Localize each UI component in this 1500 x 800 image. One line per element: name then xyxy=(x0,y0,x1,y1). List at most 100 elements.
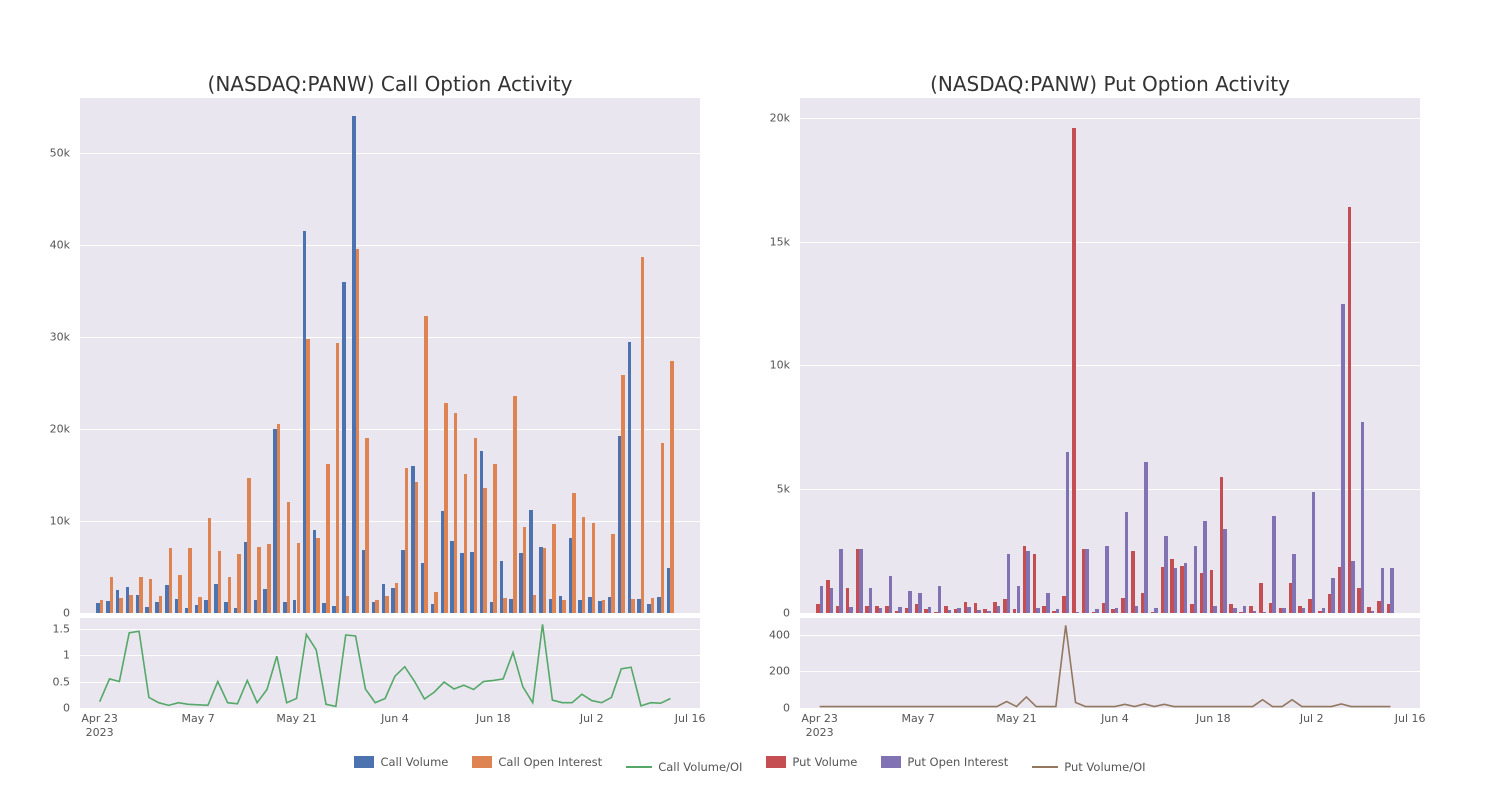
bar-series2 xyxy=(356,249,360,613)
y-tick-label: 1 xyxy=(63,649,70,662)
bar-series2 xyxy=(503,598,507,613)
grid-line xyxy=(800,365,1420,366)
legend: Call VolumeCall Open InterestCall Volume… xyxy=(0,755,1500,774)
bar-series2 xyxy=(1223,529,1227,613)
bar-series2 xyxy=(346,596,350,613)
bar-series2 xyxy=(424,316,428,613)
bar-series2 xyxy=(1272,516,1276,613)
bar-series2 xyxy=(879,608,883,613)
bar-series2 xyxy=(434,592,438,613)
bar-series2 xyxy=(562,600,566,613)
y-tick-label: 0 xyxy=(63,702,70,715)
bar-series2 xyxy=(523,527,527,613)
bar-series2 xyxy=(208,518,212,613)
bar-series2 xyxy=(1056,609,1060,613)
legend-swatch xyxy=(354,756,374,768)
bar-series2 xyxy=(306,339,310,613)
bar-series2 xyxy=(119,598,123,613)
grid-line xyxy=(800,118,1420,119)
x-tick-label: Jun 4 xyxy=(1101,712,1129,725)
bar-series1 xyxy=(628,342,632,613)
grid-line xyxy=(80,337,700,338)
bar-series2 xyxy=(1154,608,1158,613)
right-bottom-plot xyxy=(800,618,1420,708)
bar-series2 xyxy=(336,343,340,613)
right-xaxis: Apr 23May 7May 21Jun 4Jun 18Jul 2Jul 162… xyxy=(800,710,1420,750)
bar-series2 xyxy=(967,607,971,613)
bar-series2 xyxy=(395,583,399,613)
bar-series2 xyxy=(218,551,222,613)
bar-series2 xyxy=(997,606,1001,613)
bar-series2 xyxy=(859,549,863,613)
x-tick-label: May 7 xyxy=(181,712,214,725)
bar-series2 xyxy=(483,488,487,613)
bar-series2 xyxy=(1233,608,1237,613)
bar-series2 xyxy=(1302,608,1306,613)
left-bottom-yaxis: 00.511.5 xyxy=(0,618,76,708)
right-top-plot xyxy=(800,98,1420,613)
left-xaxis: Apr 23May 7May 21Jun 4Jun 18Jul 2Jul 162… xyxy=(80,710,700,750)
bar-series2 xyxy=(602,600,606,613)
bar-series2 xyxy=(110,577,114,613)
x-tick-label: Jun 18 xyxy=(1196,712,1231,725)
legend-swatch xyxy=(766,756,786,768)
bar-series2 xyxy=(1292,554,1296,613)
grid-line xyxy=(80,153,700,154)
bar-series1 xyxy=(1072,128,1076,613)
bar-series1 xyxy=(1131,551,1135,613)
bar-series2 xyxy=(908,591,912,613)
bar-series2 xyxy=(1184,563,1188,613)
bar-series1 xyxy=(342,282,346,613)
bar-series2 xyxy=(1164,536,1168,613)
right-bottom-yaxis: 0200400 xyxy=(720,618,796,708)
bar-series2 xyxy=(1322,608,1326,613)
legend-swatch xyxy=(881,756,901,768)
bar-series2 xyxy=(1213,606,1217,613)
bar-series1 xyxy=(1033,554,1037,613)
bar-series2 xyxy=(611,534,615,613)
y-tick-label: 20k xyxy=(50,423,70,436)
bar-series2 xyxy=(1361,422,1365,613)
bar-series2 xyxy=(277,424,281,613)
legend-item: Call Open Interest xyxy=(472,755,602,769)
y-tick-label: 30k xyxy=(50,331,70,344)
x-tick-label: Jun 4 xyxy=(381,712,409,725)
left-bottom-plot xyxy=(80,618,700,708)
bar-series2 xyxy=(592,523,596,613)
y-tick-label: 5k xyxy=(777,483,790,496)
bar-series2 xyxy=(670,361,674,613)
bar-series2 xyxy=(169,548,173,613)
grid-line xyxy=(800,708,1420,709)
left-top-yaxis: 010k20k30k40k50k xyxy=(0,98,76,613)
bar-series1 xyxy=(1259,583,1263,613)
bar-series2 xyxy=(228,577,232,613)
grid-line xyxy=(80,613,700,614)
grid-line xyxy=(80,245,700,246)
left-top-plot xyxy=(80,98,700,613)
legend-label: Put Volume xyxy=(792,755,857,769)
legend-label: Call Volume xyxy=(380,755,448,769)
bar-series2 xyxy=(1144,462,1148,613)
bar-series2 xyxy=(405,468,409,613)
bar-series1 xyxy=(1348,207,1352,613)
bar-series2 xyxy=(1312,492,1316,613)
grid-line xyxy=(80,521,700,522)
x-tick-label: Jul 16 xyxy=(1395,712,1426,725)
bar-series2 xyxy=(533,595,537,613)
legend-item: Call Volume xyxy=(354,755,448,769)
bar-series2 xyxy=(1026,551,1030,613)
bar-series2 xyxy=(178,575,182,613)
bar-series2 xyxy=(661,443,665,613)
bar-series2 xyxy=(1194,546,1198,613)
bar-series2 xyxy=(1390,568,1394,613)
legend-line-icon xyxy=(626,766,652,768)
x-tick-label: Jul 2 xyxy=(1300,712,1324,725)
bar-series2 xyxy=(316,538,320,613)
bar-series2 xyxy=(1282,608,1286,613)
bar-series2 xyxy=(987,611,991,613)
figure: (NASDAQ:PANW) Call Option Activity (NASD… xyxy=(0,0,1500,800)
bar-series2 xyxy=(957,608,961,613)
bar-series2 xyxy=(198,597,202,613)
bar-series2 xyxy=(1066,452,1070,613)
bar-series2 xyxy=(129,595,133,613)
